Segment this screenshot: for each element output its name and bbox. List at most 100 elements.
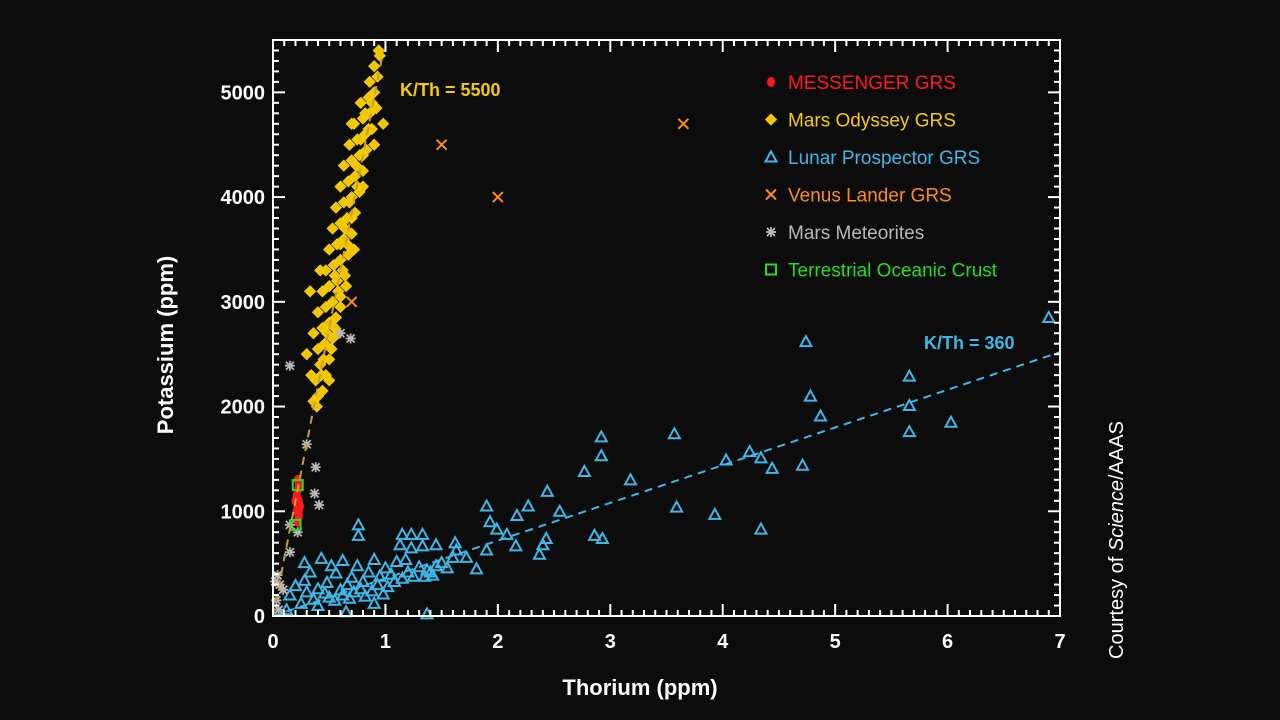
data-point [479, 498, 494, 512]
data-point [335, 328, 346, 339]
data-point [323, 243, 336, 256]
data-point [415, 538, 430, 552]
data-point [278, 584, 289, 595]
legend-item: Mars Odyssey GRS [764, 111, 956, 132]
data-point [404, 540, 419, 554]
data-point [361, 564, 376, 578]
data-point [594, 448, 609, 462]
data-point [669, 499, 684, 513]
data-point [307, 327, 320, 340]
credit-italic: Science [1106, 480, 1128, 551]
data-point [328, 269, 341, 282]
data-point [350, 159, 363, 172]
data-point [314, 550, 329, 564]
data-point [902, 368, 917, 382]
legend-marker-square-icon [765, 263, 777, 276]
data-point [284, 547, 295, 558]
data-point [417, 568, 432, 582]
data-point [292, 527, 303, 538]
data-point [368, 60, 381, 73]
data-point [404, 526, 419, 540]
data-point [297, 555, 312, 569]
data-point [293, 595, 309, 609]
data-point [795, 457, 810, 471]
data-point [337, 159, 350, 172]
data-point [350, 558, 365, 572]
data-point [595, 530, 610, 545]
data-point [1041, 309, 1056, 324]
data-point [489, 521, 504, 535]
legend-item: Lunar Prospector GRS [763, 148, 980, 169]
data-point [345, 296, 358, 308]
data-point [319, 574, 335, 588]
x-tick-label: 4 [717, 631, 729, 653]
data-point [428, 558, 444, 572]
data-point [902, 424, 917, 438]
data-point [319, 300, 332, 314]
legend-label: Mars Meteorites [788, 223, 924, 244]
data-point [406, 568, 421, 582]
y-axis-title: Potassium (ppm) [153, 256, 178, 434]
data-point [764, 460, 780, 474]
data-point [310, 581, 326, 595]
data-point [345, 333, 356, 344]
x-tick-label: 6 [942, 631, 953, 653]
legend-marker-diamond-icon [764, 113, 778, 126]
data-point [459, 549, 474, 563]
annotation-kth-360: K/Th = 360 [924, 333, 1015, 353]
data-point [334, 238, 347, 251]
y-tick-label: 2000 [221, 397, 266, 419]
data-point [753, 521, 769, 535]
data-point [297, 572, 312, 586]
data-point [316, 384, 329, 397]
data-point [334, 180, 347, 193]
fit-line-kth-5500 [272, 51, 385, 617]
data-point [366, 551, 382, 565]
data-point [311, 306, 325, 319]
data-point [315, 368, 328, 382]
data-point [375, 586, 391, 600]
data-point [272, 570, 283, 581]
data-point [343, 138, 356, 151]
data-point [540, 483, 555, 497]
y-tick-label: 5000 [221, 82, 266, 104]
legend-label: Mars Odyssey GRS [788, 111, 956, 132]
data-point [347, 243, 361, 256]
data-point [577, 463, 592, 477]
data-point [294, 506, 303, 517]
series-mars-odyssey-grs [300, 44, 390, 413]
data-point [305, 368, 318, 382]
data-point [317, 353, 330, 366]
data-point [338, 604, 354, 618]
legend-marker-filled-circle-icon [767, 77, 775, 87]
y-tick-label: 0 [254, 606, 265, 628]
x-tick-label: 3 [605, 631, 616, 653]
data-point [943, 414, 959, 428]
data-point [395, 526, 410, 540]
data-point [902, 397, 917, 411]
data-point [299, 584, 314, 598]
data-point [392, 537, 408, 551]
data-point [434, 555, 449, 569]
data-point [587, 527, 602, 541]
data-point [359, 107, 372, 120]
annotation-kth-5500: K/Th = 5500 [400, 80, 501, 100]
legend-item: Mars Meteorites [766, 223, 924, 244]
data-point [288, 578, 303, 592]
data-point [535, 537, 551, 551]
y-tick-label: 4000 [221, 187, 266, 209]
data-point [300, 348, 313, 361]
data-point [340, 577, 355, 591]
data-point [415, 526, 430, 540]
y-tick-label: 1000 [221, 501, 266, 523]
axis-ticks [272, 39, 1061, 617]
series-venus-lander-grs [345, 118, 690, 308]
data-point [377, 117, 390, 130]
data-point [273, 604, 284, 615]
x-tick-label: 7 [1054, 631, 1065, 653]
data-point [329, 311, 343, 324]
data-point [372, 44, 385, 57]
data-point [323, 374, 336, 387]
data-point [345, 117, 358, 130]
x-tick-label: 0 [267, 631, 278, 653]
